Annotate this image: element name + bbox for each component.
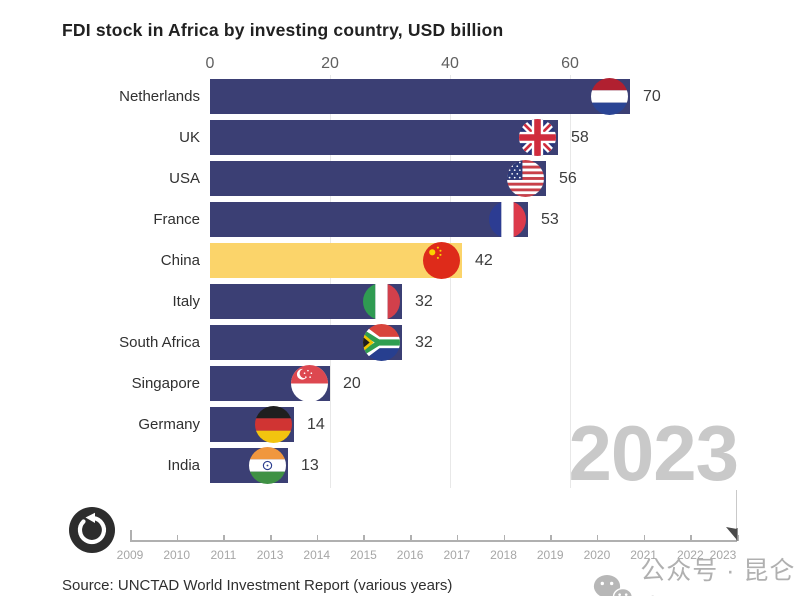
timeline-year-2015: 2015 bbox=[350, 548, 377, 562]
bar-label-france: France bbox=[153, 211, 200, 228]
bar-singapore[interactable] bbox=[210, 365, 330, 402]
timeline-year-2017: 2017 bbox=[443, 548, 471, 562]
timeline-year-2023: 2023 bbox=[709, 548, 737, 562]
flag-france-icon bbox=[489, 201, 526, 238]
flag-italy-icon bbox=[363, 283, 400, 320]
timeline-year-2014: 2014 bbox=[303, 548, 331, 562]
chart-title: FDI stock in Africa by investing country… bbox=[62, 20, 504, 40]
flag-usa-icon bbox=[507, 160, 544, 197]
bar-value-india: 13 bbox=[301, 457, 319, 474]
timeline-axis-line bbox=[130, 540, 737, 542]
watermark: 公众号 · 昆仑支 bbox=[592, 552, 810, 596]
timeline-year-2011: 2011 bbox=[210, 548, 237, 562]
x-axis-tick-20: 20 bbox=[321, 55, 339, 72]
bar-value-usa: 56 bbox=[559, 170, 577, 187]
replay-button[interactable] bbox=[69, 507, 115, 553]
bar-usa[interactable] bbox=[210, 160, 546, 197]
bar-label-netherlands: Netherlands bbox=[119, 88, 200, 105]
bar-italy[interactable] bbox=[210, 283, 402, 320]
bar-label-italy: Italy bbox=[172, 293, 200, 310]
bar-value-netherlands: 70 bbox=[643, 88, 661, 105]
timeline-tick-2017 bbox=[456, 535, 459, 541]
flag-netherlands-icon bbox=[591, 78, 628, 115]
bar-label-china: China bbox=[160, 252, 200, 269]
source-text: Source: UNCTAD World Investment Report (… bbox=[62, 577, 453, 594]
bar-netherlands[interactable] bbox=[210, 78, 630, 115]
timeline-playhead-line bbox=[736, 490, 737, 541]
bar-value-china: 42 bbox=[475, 252, 493, 269]
watermark-text: 公众号 · 昆仑支 bbox=[640, 557, 796, 596]
flag-singapore-icon bbox=[291, 365, 328, 402]
timeline-tick-2011 bbox=[223, 535, 225, 541]
timeline-year-2022: 2022 bbox=[676, 548, 704, 562]
timeline-track[interactable] bbox=[120, 526, 745, 550]
bar-value-uk: 58 bbox=[571, 129, 589, 146]
x-axis-tick-0: 0 bbox=[205, 55, 215, 72]
flag-south-africa-icon bbox=[363, 324, 400, 361]
bar-value-italy: 32 bbox=[415, 293, 433, 310]
replay-icon bbox=[69, 507, 115, 553]
timeline-year-2018: 2018 bbox=[490, 548, 517, 562]
x-axis-tick-40: 40 bbox=[441, 55, 459, 72]
bar-value-south-africa: 32 bbox=[415, 334, 433, 351]
timeline-tick-2018 bbox=[503, 535, 506, 541]
timeline-year-2020: 2020 bbox=[583, 548, 611, 562]
bar-france[interactable] bbox=[210, 201, 528, 238]
flag-china-icon bbox=[423, 242, 460, 279]
bar-india[interactable] bbox=[210, 447, 288, 484]
timeline-tick-2016 bbox=[410, 535, 412, 541]
timeline-year-2016: 2016 bbox=[396, 548, 424, 562]
timeline-tick-2023 bbox=[737, 535, 739, 541]
timeline-year-2009: 2009 bbox=[116, 548, 144, 562]
timeline-tick-2013 bbox=[270, 535, 272, 541]
timeline-tick-2022 bbox=[690, 535, 692, 541]
timeline-year-2013: 2013 bbox=[256, 548, 284, 562]
gridline-60 bbox=[570, 75, 571, 488]
x-axis-tick-60: 60 bbox=[561, 55, 579, 72]
timeline-tick-2014 bbox=[316, 535, 319, 541]
flag-uk-icon bbox=[519, 119, 556, 156]
timeline-tick-2015 bbox=[363, 535, 365, 541]
bar-label-south-africa: South Africa bbox=[119, 334, 200, 351]
bar-label-uk: UK bbox=[179, 129, 200, 146]
bar-south-africa[interactable] bbox=[210, 324, 402, 361]
bar-value-singapore: 20 bbox=[343, 375, 361, 392]
bar-uk[interactable] bbox=[210, 119, 558, 156]
flag-germany-icon bbox=[255, 406, 292, 443]
timeline-year-2021: 2021 bbox=[630, 548, 657, 562]
timeline-tick-2009 bbox=[130, 530, 132, 541]
flag-india-icon bbox=[249, 447, 286, 484]
timeline-tick-2020 bbox=[596, 535, 599, 541]
bar-china[interactable] bbox=[210, 242, 462, 279]
timeline-tick-2010 bbox=[176, 535, 179, 541]
timeline-year-2019: 2019 bbox=[536, 548, 564, 562]
bar-value-france: 53 bbox=[541, 211, 559, 228]
bar-label-germany: Germany bbox=[138, 416, 200, 433]
timeline-playhead-flag-icon[interactable] bbox=[726, 527, 738, 541]
timeline-tick-2021 bbox=[643, 535, 646, 541]
timeline-tick-2019 bbox=[550, 535, 552, 541]
wechat-icon bbox=[593, 575, 633, 596]
bar-germany[interactable] bbox=[210, 406, 294, 443]
timeline-year-2010: 2010 bbox=[163, 548, 191, 562]
bar-label-singapore: Singapore bbox=[131, 375, 200, 392]
current-year-label: 2023 bbox=[568, 409, 739, 497]
bar-label-usa: USA bbox=[169, 170, 200, 187]
gridline-40 bbox=[450, 75, 451, 488]
bar-value-germany: 14 bbox=[307, 416, 325, 433]
bar-label-india: India bbox=[167, 457, 200, 474]
gridline-20 bbox=[330, 75, 331, 488]
